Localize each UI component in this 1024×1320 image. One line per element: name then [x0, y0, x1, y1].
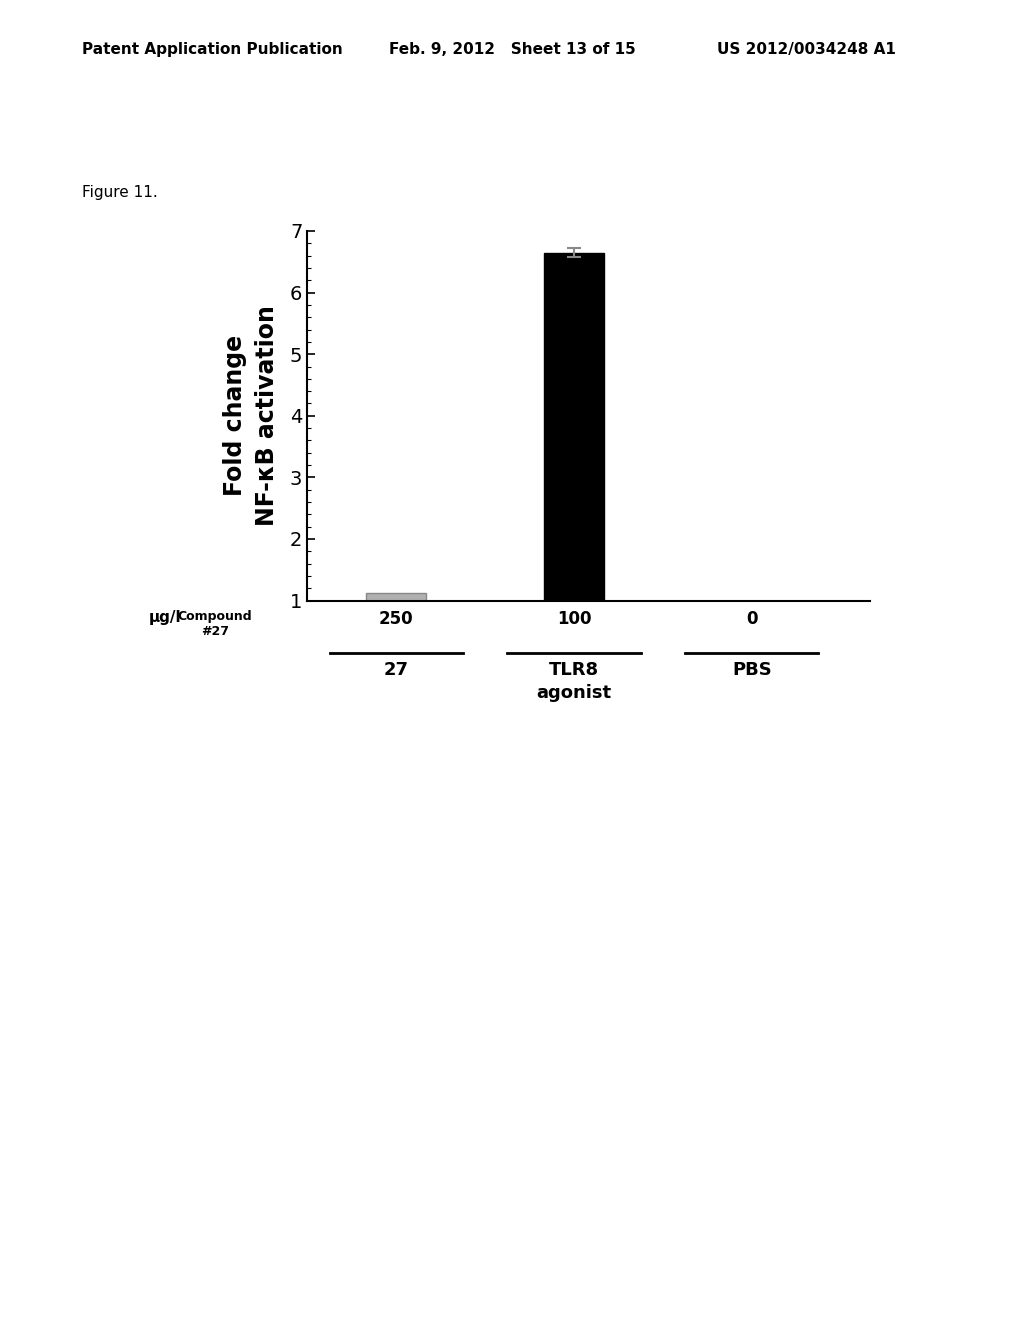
Text: 100: 100 [557, 610, 591, 628]
Text: 27: 27 [384, 661, 409, 680]
Y-axis label: Fold change
NF-κB activation: Fold change NF-κB activation [223, 305, 279, 527]
Text: Patent Application Publication: Patent Application Publication [82, 42, 343, 57]
Bar [367, 593, 426, 601]
Text: Compound
#27: Compound #27 [178, 610, 252, 638]
Text: 250: 250 [379, 610, 414, 628]
Text: TLR8
agonist: TLR8 agonist [537, 661, 611, 701]
Text: 0: 0 [746, 610, 758, 628]
Text: Figure 11.: Figure 11. [82, 185, 158, 199]
Text: Feb. 9, 2012   Sheet 13 of 15: Feb. 9, 2012 Sheet 13 of 15 [389, 42, 636, 57]
Bar [545, 252, 603, 601]
Text: PBS: PBS [732, 661, 772, 680]
Text: US 2012/0034248 A1: US 2012/0034248 A1 [717, 42, 896, 57]
Text: μg/l: μg/l [148, 610, 181, 624]
